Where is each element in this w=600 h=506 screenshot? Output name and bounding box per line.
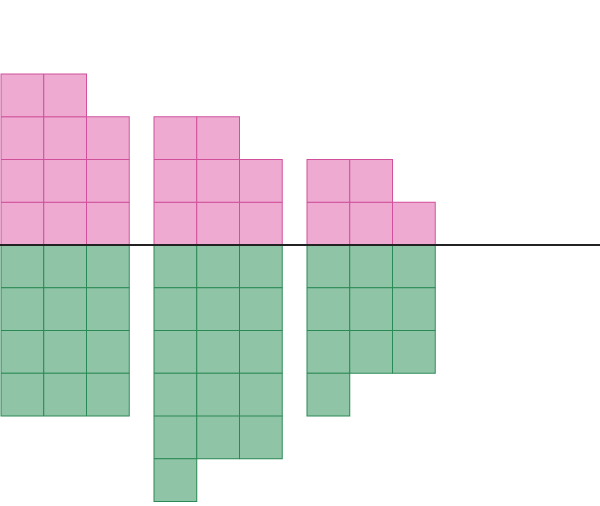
waffle-cell [306,287,351,331]
waffle-cell [196,330,240,374]
waffle-cell [306,244,351,289]
waffle-cell [306,201,351,246]
waffle-cell [196,415,240,460]
waffle-cell [239,201,283,246]
waffle-cell [0,244,45,289]
waffle-cell [153,458,198,502]
waffle-cell [43,159,87,203]
waffle-cell [153,330,198,374]
waffle-cell [0,73,45,118]
waffle-cell [239,159,283,203]
waffle-cell [239,372,283,417]
waffle-cell [43,330,87,374]
waffle-cell [43,73,87,118]
waffle-cell [239,244,283,289]
waffle-cell [0,287,45,331]
waffle-cell [153,201,198,246]
waffle-cell [86,159,130,203]
waffle-cell [43,287,87,331]
waffle-cell [239,415,283,460]
waffle-cell [43,244,87,289]
waffle-cell [86,201,130,246]
waffle-cell [86,244,130,289]
waffle-cell [349,159,393,203]
waffle-cell [196,287,240,331]
waffle-cell [392,244,436,289]
waffle-cell [153,372,198,417]
waffle-cell [0,201,45,246]
waffle-cell [43,116,87,160]
waffle-cell [196,372,240,417]
waffle-cell [196,159,240,203]
waffle-cell [349,287,393,331]
waffle-cell [43,201,87,246]
waffle-cell [239,287,283,331]
waffle-cell [86,372,130,417]
waffle-cell [306,330,351,374]
waffle-cell [349,244,393,289]
waffle-cell [86,330,130,374]
waffle-cell [153,287,198,331]
waffle-cell [349,201,393,246]
waffle-cell [306,159,351,203]
waffle-cell [349,330,393,374]
waffle-cell [86,287,130,331]
waffle-cell [0,372,45,417]
waffle-cell [392,287,436,331]
waffle-cell [392,330,436,374]
waffle-cell [43,372,87,417]
waffle-cell [0,330,45,374]
waffle-cell [153,415,198,460]
waffle-cell [392,201,436,246]
waffle-cell [196,201,240,246]
waffle-cell [153,159,198,203]
waffle-cell [239,330,283,374]
waffle-cell [306,372,351,417]
waffle-cell [196,116,240,160]
waffle-cell [153,116,198,160]
waffle-cell [0,159,45,203]
waffle-cell [86,116,130,160]
waffle-cell [0,116,45,160]
waffle-cell [153,244,198,289]
waffle-cell [196,244,240,289]
